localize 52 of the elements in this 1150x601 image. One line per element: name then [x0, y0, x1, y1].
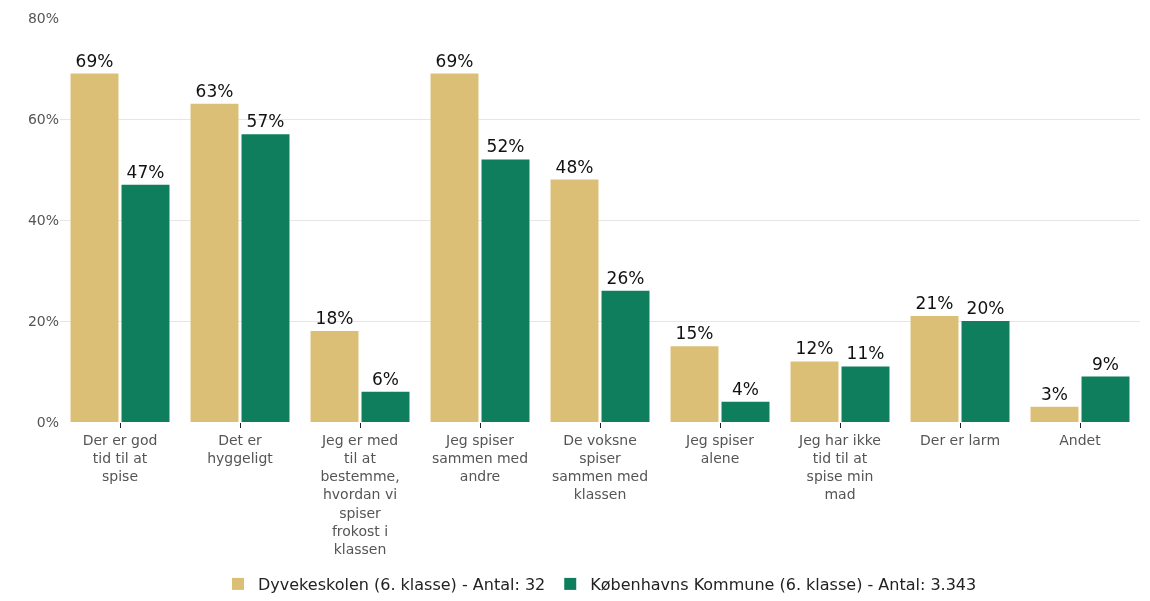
bar: [361, 391, 410, 422]
data-label: 3%: [1041, 383, 1068, 404]
data-label: 47%: [126, 161, 165, 182]
x-tick-label: Jeg er med til at bestemme, hvordan vi spiser frokost i klassen: [320, 431, 400, 557]
data-label: 15%: [675, 323, 714, 344]
x-tick-label: Jeg spiser sammen med andre: [431, 431, 529, 485]
data-label: 4%: [732, 378, 759, 399]
bar: [721, 401, 770, 422]
bar: [1030, 406, 1079, 422]
bar: [961, 321, 1010, 422]
y-tick-label: 80%: [27, 9, 59, 26]
x-tick-label: Jeg har ikke tid til at spise min mad: [798, 431, 881, 503]
bar: [601, 290, 650, 422]
y-tick-label: 40%: [27, 211, 59, 228]
data-label: 12%: [795, 338, 834, 359]
x-tick-label: Jeg spiser alene: [685, 431, 755, 466]
y-tick-label: 60%: [27, 110, 59, 127]
bar: [121, 184, 170, 422]
bar: [550, 179, 599, 422]
data-label: 69%: [75, 50, 114, 71]
data-label: 20%: [966, 298, 1005, 318]
y-tick-label: 20%: [27, 312, 59, 329]
data-label: 52%: [486, 136, 525, 157]
data-label: 11%: [846, 343, 885, 364]
bar: [70, 73, 119, 422]
bar: [430, 73, 479, 422]
x-tick-label: Der er god tid til at spise: [82, 431, 158, 485]
y-tick-label: 0%: [36, 413, 59, 430]
bar: [241, 134, 290, 422]
data-label: 18%: [315, 308, 354, 329]
bar: [841, 366, 890, 422]
bar: [190, 103, 239, 422]
data-label: 48%: [555, 156, 594, 177]
bar: [1081, 376, 1130, 422]
data-label: 21%: [915, 292, 954, 313]
data-label: 63%: [195, 80, 234, 101]
x-tick-label: Andet: [1059, 431, 1102, 448]
bar: [481, 159, 530, 422]
data-label: 6%: [372, 368, 399, 389]
bar: [670, 346, 719, 422]
legend-label: Københavns Kommune (6. klasse) - Antal: 3.343: [590, 575, 977, 595]
bar: [910, 315, 959, 422]
bar: [310, 331, 359, 422]
data-label: 26%: [606, 267, 645, 288]
bar: [790, 361, 839, 422]
data-label: 9%: [1092, 353, 1119, 374]
data-label: 69%: [435, 50, 474, 71]
data-label: 57%: [246, 111, 285, 132]
legend-label: Dyvekeskolen (6. klasse) - Antal: 32: [258, 575, 546, 595]
x-tick-label: Der er larm: [919, 431, 1001, 448]
x-tick-label: Det er hyggeligt: [207, 431, 274, 466]
x-tick-label: De voksne spiser sammen med klassen: [551, 431, 649, 503]
